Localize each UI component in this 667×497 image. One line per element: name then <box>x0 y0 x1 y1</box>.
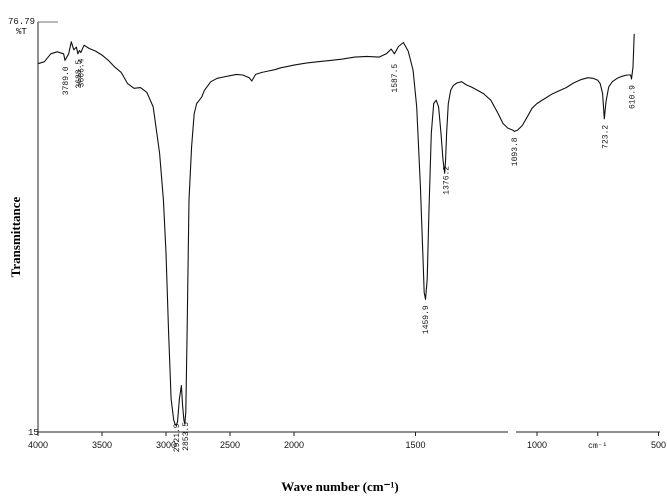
peak-label-text: 1376.2 <box>443 166 452 195</box>
peak-label: 1376.2 <box>443 166 452 195</box>
x-tick-label: 1500 <box>405 440 425 450</box>
y-unit-label: %T <box>16 27 27 37</box>
x-tick-label: 2500 <box>220 440 240 450</box>
peak-label-text: 2921.9 <box>173 423 182 452</box>
x-tick-label: 2000 <box>284 440 304 450</box>
peak-label-text: 1459.9 <box>422 305 431 334</box>
peak-label: 2921.9 <box>173 423 182 452</box>
peak-label: 1587.5 <box>391 64 400 93</box>
x-axis-title: Wave number (cm⁻¹) <box>281 479 398 494</box>
peak-label-text: 3666.4 <box>78 58 87 87</box>
peak-label-text: 3789.0 <box>62 66 71 95</box>
peak-label-text: 723.2 <box>601 125 610 149</box>
y-axis-labels: 76.79 %T 15 <box>8 17 39 438</box>
peak-label: 723.2 <box>601 125 610 149</box>
x-tick-label: 3500 <box>92 440 112 450</box>
peak-label: 610.9 <box>629 85 638 109</box>
peak-label-text: 1587.5 <box>391 64 400 93</box>
y-min-label: 15 <box>28 428 39 438</box>
axis-break <box>508 431 516 434</box>
spectrum-line-0 <box>37 33 635 426</box>
peak-label: 1459.9 <box>422 305 431 334</box>
x-tick-label: 4000 <box>28 440 48 450</box>
peak-label: 3789.0 <box>62 66 71 95</box>
peak-label-text: 3688.5 <box>75 60 84 89</box>
peak-label-text: 1093.8 <box>511 137 520 166</box>
peak-label: 1093.8 <box>511 137 520 166</box>
peak-label: 3666.4 <box>78 58 87 87</box>
x-axis-ticks: 4000 3500 3000 2500 2000 1500 1000 cm⁻¹ 500 <box>28 432 666 451</box>
peak-label-text: 610.9 <box>629 85 638 109</box>
y-axis-title: Transmittance <box>8 196 23 277</box>
peak-label: 2853.5 <box>182 422 191 451</box>
series-group <box>37 33 635 426</box>
plot-frame <box>37 21 660 434</box>
peak-label: 3688.5 <box>75 60 84 89</box>
x-tick-label: 500 <box>651 440 666 450</box>
peak-label-text: 2853.5 <box>182 422 191 451</box>
x-tick-label: 3000 <box>156 440 176 450</box>
x-tick-label: cm⁻¹ <box>588 442 607 451</box>
y-max-label: 76.79 <box>8 17 35 27</box>
x-tick-label: 1000 <box>527 440 547 450</box>
